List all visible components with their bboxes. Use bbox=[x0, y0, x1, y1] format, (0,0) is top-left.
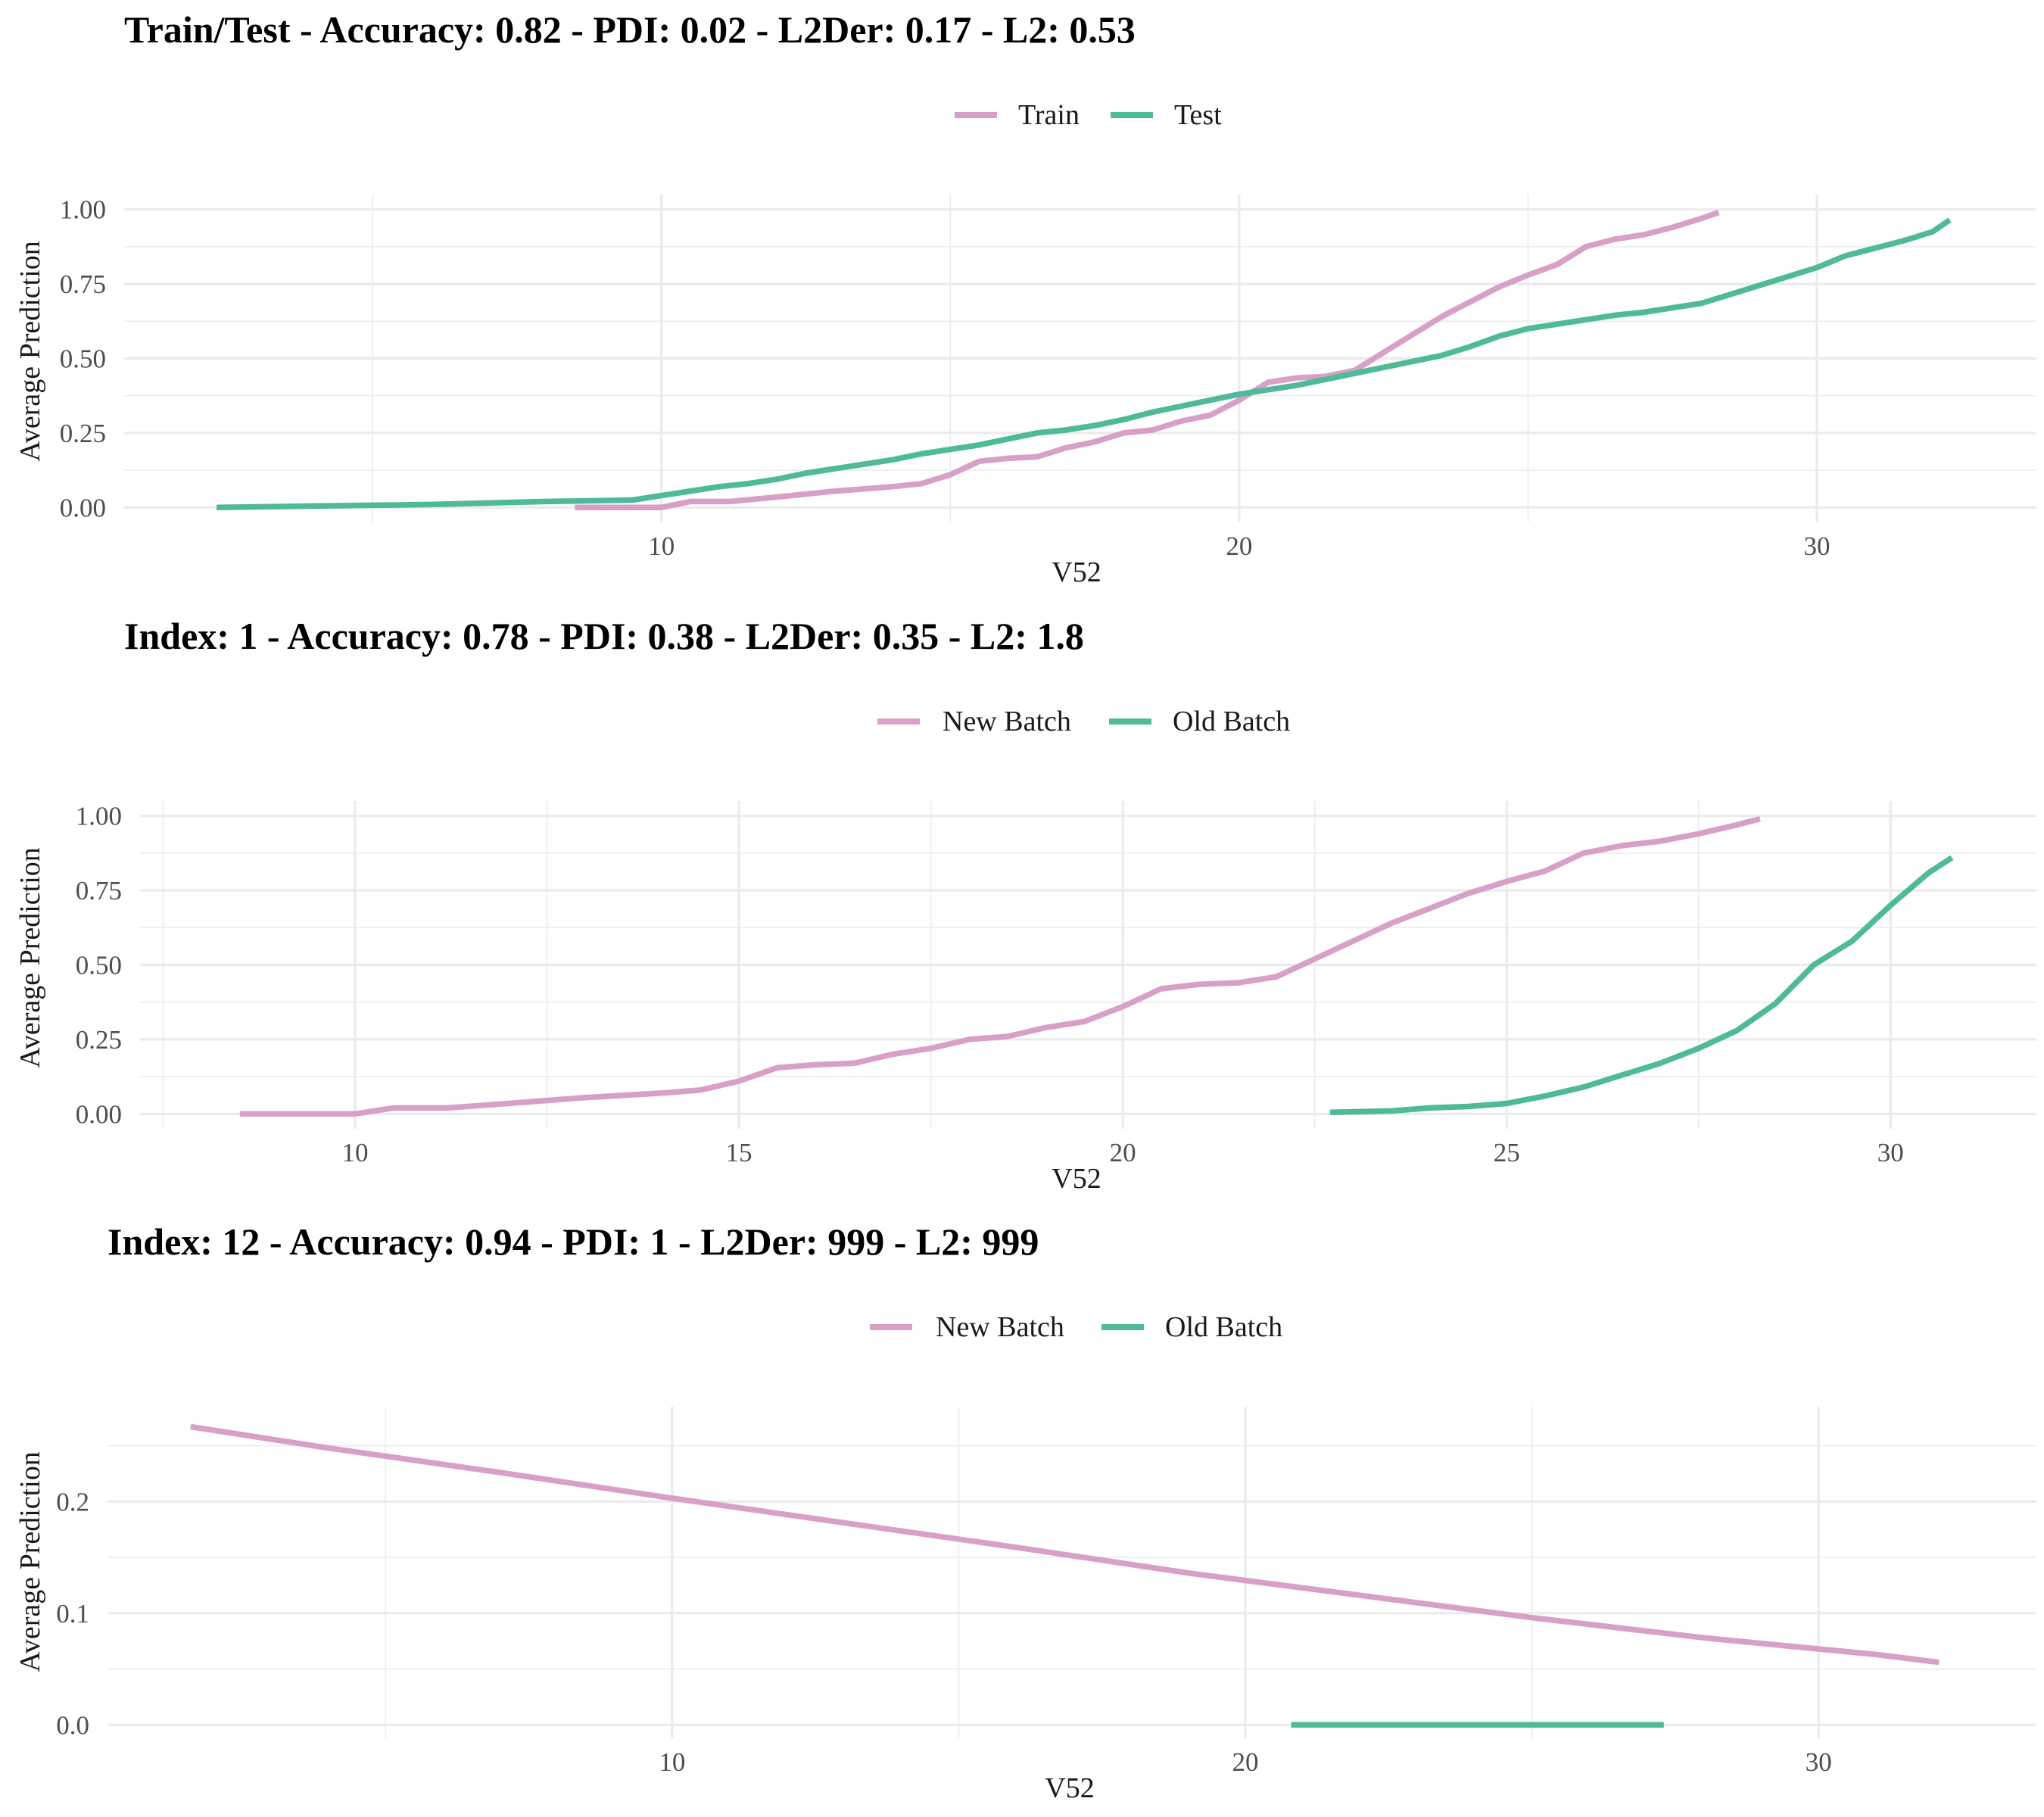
x-tick-label: 20 bbox=[1110, 1138, 1136, 1167]
legend-label-old-batch: Old Batch bbox=[1173, 706, 1290, 737]
x-tick-label: 30 bbox=[1806, 1747, 1832, 1777]
legend-label-new-batch: New Batch bbox=[943, 706, 1071, 737]
legend-label-old-batch: Old Batch bbox=[1165, 1311, 1282, 1343]
y-tick-label: 0.50 bbox=[60, 344, 106, 374]
y-tick-label: 1.00 bbox=[60, 195, 106, 225]
x-tick-label: 10 bbox=[659, 1747, 685, 1777]
y-tick-label: 0.25 bbox=[60, 419, 106, 448]
y-axis-title: Average Prediction bbox=[14, 1451, 46, 1672]
y-tick-label: 0.50 bbox=[76, 951, 122, 980]
legend-label-test: Test bbox=[1174, 99, 1222, 131]
y-axis-title: Average Prediction bbox=[14, 241, 46, 462]
x-tick-label: 10 bbox=[648, 531, 675, 561]
chart-title: Index: 1 - Accuracy: 0.78 - PDI: 0.38 - … bbox=[124, 615, 1084, 657]
y-tick-label: 0.2 bbox=[56, 1487, 89, 1516]
x-tick-label: 25 bbox=[1494, 1138, 1520, 1167]
chart-panel-index-12: Index: 12 - Accuracy: 0.94 - PDI: 1 - L2… bbox=[14, 1220, 2036, 1804]
chart-title: Train/Test - Accuracy: 0.82 - PDI: 0.02 … bbox=[124, 8, 1136, 51]
chart-panel-train-test: Train/Test - Accuracy: 0.82 - PDI: 0.02 … bbox=[14, 8, 2036, 588]
x-axis-title: V52 bbox=[1045, 1772, 1094, 1804]
y-tick-label: 0.25 bbox=[76, 1025, 122, 1055]
chart-legend: Train Test bbox=[955, 99, 1222, 131]
y-tick-label: 0.75 bbox=[60, 270, 106, 299]
x-tick-label: 10 bbox=[341, 1138, 368, 1167]
x-tick-label: 20 bbox=[1232, 1747, 1259, 1777]
chart-title: Index: 12 - Accuracy: 0.94 - PDI: 1 - L2… bbox=[107, 1220, 1039, 1263]
series-line-train bbox=[575, 210, 1720, 511]
chart-legend: New Batch Old Batch bbox=[870, 1311, 1282, 1343]
y-tick-label: 0.00 bbox=[76, 1099, 122, 1129]
y-axis-title: Average Prediction bbox=[14, 847, 46, 1068]
chart-legend: New Batch Old Batch bbox=[877, 706, 1290, 737]
x-tick-label: 15 bbox=[726, 1138, 752, 1167]
y-tick-label: 0.0 bbox=[56, 1710, 89, 1740]
legend-label-new-batch: New Batch bbox=[936, 1311, 1064, 1343]
x-tick-label: 20 bbox=[1226, 531, 1252, 561]
legend-label-train: Train bbox=[1018, 99, 1080, 131]
series-line-new-batch bbox=[190, 1423, 1940, 1666]
chart-panel-index-1: Index: 1 - Accuracy: 0.78 - PDI: 0.38 - … bbox=[14, 615, 2036, 1195]
y-tick-label: 0.75 bbox=[76, 876, 122, 905]
series-line-test bbox=[217, 217, 1952, 511]
y-tick-label: 0.00 bbox=[60, 493, 106, 522]
x-axis-title: V52 bbox=[1052, 1163, 1101, 1195]
x-tick-label: 30 bbox=[1804, 531, 1831, 561]
series-line-old-batch bbox=[1329, 855, 1954, 1116]
x-axis-title: V52 bbox=[1052, 556, 1101, 588]
x-tick-label: 30 bbox=[1877, 1138, 1904, 1167]
y-tick-label: 0.1 bbox=[56, 1599, 89, 1628]
series-line-new-batch bbox=[239, 815, 1761, 1117]
y-tick-label: 1.00 bbox=[76, 802, 122, 831]
